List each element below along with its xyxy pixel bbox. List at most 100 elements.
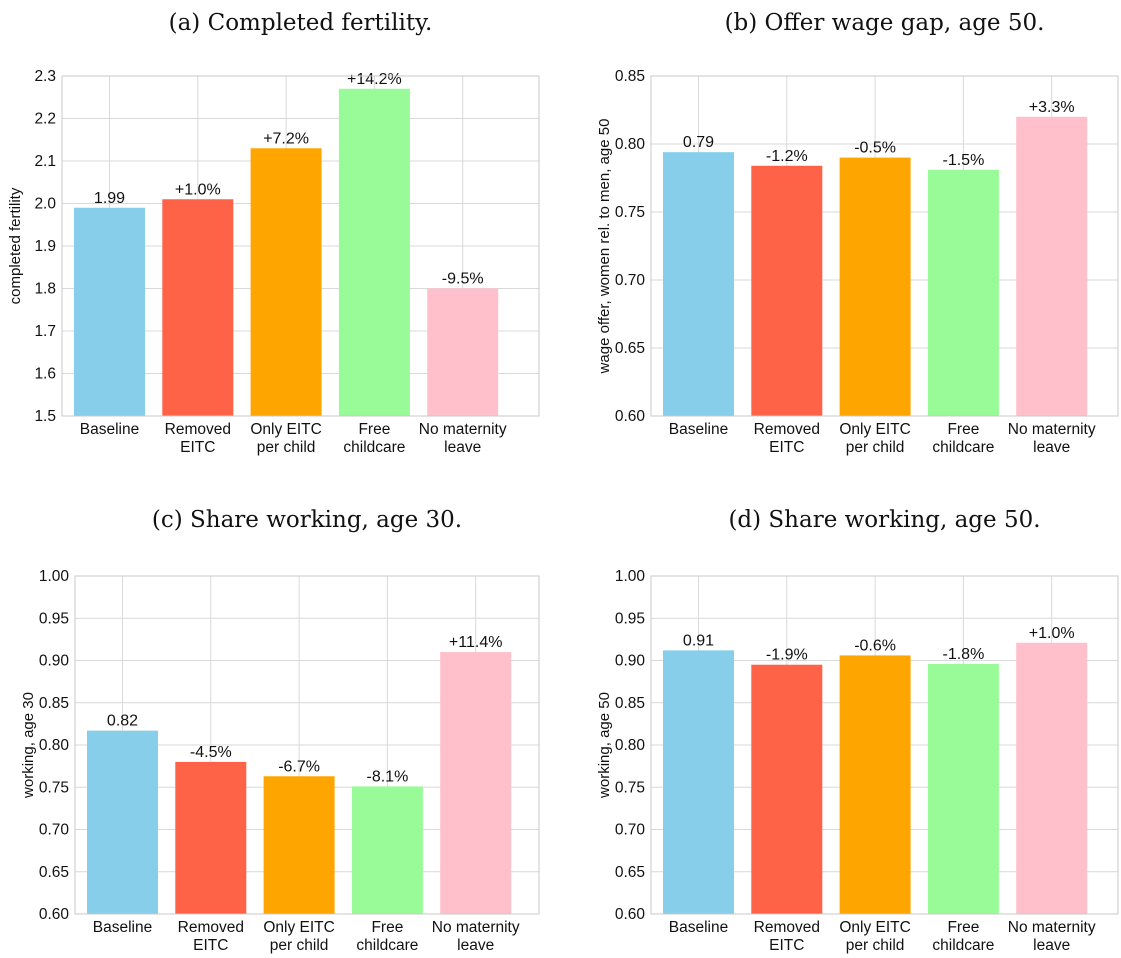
x-tick-label: Baseline: [669, 421, 728, 438]
bar-value-label: -0.5%: [854, 140, 896, 157]
x-tick-label: Removed: [754, 919, 820, 936]
y-tick-label: 2.0: [34, 196, 56, 213]
bar: [663, 650, 734, 914]
x-tick-label: per child: [270, 937, 329, 954]
bar-value-label: +11.4%: [449, 634, 503, 651]
y-tick-label: 0.80: [39, 737, 70, 754]
y-tick-label: 0.75: [615, 779, 645, 796]
y-tick-label: 1.6: [34, 366, 56, 383]
bar-value-label: -0.6%: [854, 637, 896, 654]
bar-value-label: +3.3%: [1029, 99, 1075, 116]
y-tick-label: 0.95: [615, 610, 645, 627]
bar-value-label: -1.8%: [943, 646, 985, 663]
x-tick-label: Baseline: [93, 919, 152, 936]
x-tick-label: childcare: [356, 937, 418, 954]
x-tick-label: No maternity: [1008, 421, 1096, 438]
y-tick-label: 0.75: [39, 779, 69, 796]
plot-frame: [650, 75, 1119, 417]
bar: [751, 664, 823, 914]
x-tick-label: Removed: [754, 421, 820, 438]
bar: [440, 652, 512, 914]
bar: [1016, 116, 1088, 417]
bar-value-label: -4.5%: [190, 744, 232, 761]
bar: [927, 169, 999, 416]
plot-frame: [61, 75, 540, 417]
y-tick-label: 0.80: [615, 737, 646, 754]
bar-value-label: -6.7%: [278, 758, 320, 775]
chart-panel-2: (c) Share working, age 30. 0.60 0.65 0.70 0.…: [20, 507, 540, 954]
y-tick-label: 0.90: [39, 653, 70, 670]
x-tick-label: per child: [846, 937, 905, 954]
y-tick-label: 1.00: [39, 568, 70, 585]
x-tick-label: leave: [444, 439, 481, 456]
bar-value-label: +1.0%: [1029, 625, 1075, 642]
x-tick-label: Removed: [178, 919, 244, 936]
bar: [250, 148, 322, 416]
y-tick-label: 0.85: [615, 695, 645, 712]
y-tick-label: 0.90: [615, 653, 646, 670]
bar: [263, 776, 335, 914]
y-tick-label: 2.2: [34, 111, 56, 128]
x-tick-label: Free: [358, 421, 390, 438]
plot-frame: [650, 575, 1119, 915]
chart-panel-1: (b) Offer wage gap, age 50. 0.60 0.65 0.70 0…: [596, 10, 1119, 456]
panel-caption: (d) Share working, age 50.: [728, 507, 1040, 533]
y-tick-label: 0.70: [39, 822, 70, 839]
x-tick-label: Only EITC: [839, 919, 910, 936]
x-tick-label: Free: [947, 421, 979, 438]
bar: [839, 655, 911, 914]
y-tick-label: 0.65: [615, 864, 645, 881]
bar-value-label: 0.82: [107, 713, 138, 730]
x-tick-label: EITC: [769, 439, 804, 456]
x-tick-label: No maternity: [1008, 919, 1096, 936]
y-tick-label: 1.7: [34, 323, 56, 340]
bar: [751, 165, 823, 416]
y-tick-label: 2.1: [34, 153, 56, 170]
y-tick-label: 2.3: [34, 68, 56, 85]
x-tick-label: EITC: [769, 937, 804, 954]
bar-value-label: 0.91: [683, 632, 714, 649]
bar: [87, 730, 158, 914]
panel-caption: (a) Completed fertility.: [169, 10, 433, 36]
bar: [839, 157, 911, 416]
x-tick-label: Baseline: [80, 421, 139, 438]
y-tick-label: 1.9: [34, 238, 56, 255]
y-axis-label: working, age 50: [596, 692, 613, 799]
x-tick-label: childcare: [343, 439, 405, 456]
x-tick-label: No maternity: [419, 421, 507, 438]
x-tick-label: childcare: [932, 439, 994, 456]
y-tick-label: 0.70: [615, 272, 646, 289]
bar-value-label: 0.79: [683, 134, 714, 151]
y-tick-label: 1.00: [615, 568, 646, 585]
x-tick-label: Removed: [165, 421, 231, 438]
bar: [338, 88, 410, 416]
y-tick-label: 0.60: [615, 408, 646, 425]
bar-value-label: 1.99: [94, 190, 125, 207]
bar: [663, 152, 734, 416]
y-tick-label: 0.65: [39, 864, 69, 881]
bar: [351, 786, 423, 914]
bar: [162, 199, 234, 416]
bar: [1016, 642, 1088, 914]
y-tick-label: 0.85: [39, 695, 69, 712]
chart-panel-3: (d) Share working, age 50. 0.60 0.65 0.70 0.…: [596, 507, 1119, 954]
x-tick-label: leave: [1033, 439, 1070, 456]
y-tick-label: 0.65: [615, 340, 645, 357]
chart-panel-0: (a) Completed fertility. 1.5 1.6 1.7 1.8 1.9 2…: [7, 10, 540, 456]
bar: [175, 761, 247, 914]
x-tick-label: childcare: [932, 937, 994, 954]
x-tick-label: Free: [371, 919, 403, 936]
x-tick-label: EITC: [193, 937, 228, 954]
bar-value-label: -8.1%: [367, 768, 409, 785]
bar-value-label: +7.2%: [263, 130, 309, 147]
y-tick-label: 0.60: [39, 906, 70, 923]
y-tick-label: 1.8: [34, 281, 56, 298]
y-axis-label: working, age 30: [20, 692, 37, 799]
panel-caption: (c) Share working, age 30.: [152, 507, 462, 533]
bar: [427, 288, 499, 416]
x-tick-label: leave: [457, 937, 494, 954]
x-tick-label: Only EITC: [839, 421, 910, 438]
bar-value-label: -1.5%: [943, 152, 985, 169]
bar: [927, 663, 999, 914]
